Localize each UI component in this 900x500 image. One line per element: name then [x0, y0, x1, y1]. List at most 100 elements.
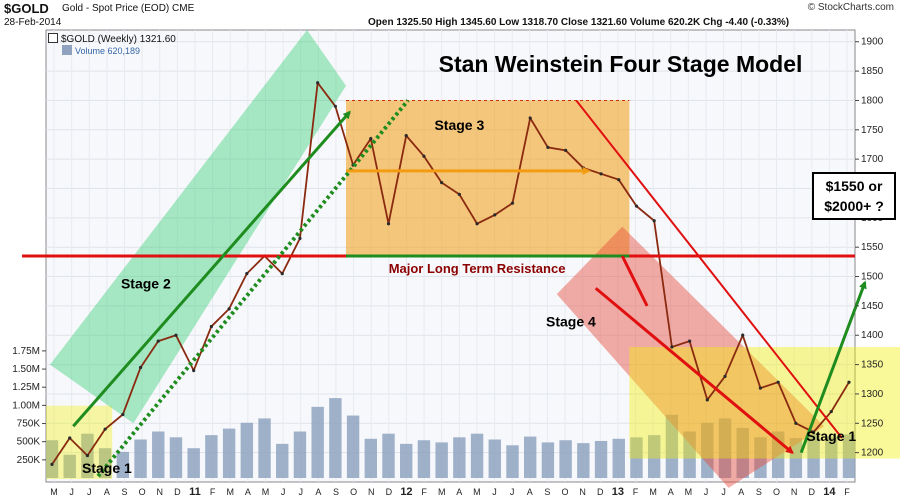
- price-point-40: [758, 386, 763, 390]
- vol-tick-label-5: 1.50M: [12, 364, 40, 375]
- volume-bar-31: [594, 440, 608, 478]
- volume-bar-25: [488, 439, 501, 478]
- price-point-6: [156, 339, 160, 343]
- volume-bar-35: [665, 414, 679, 478]
- x-tick-label-7: D: [174, 487, 181, 497]
- price-point-33: [634, 204, 639, 208]
- y-tick-label-1: 1250: [861, 418, 884, 429]
- x-tick-label-20: 12: [400, 486, 412, 498]
- x-tick-label-29: O: [562, 487, 569, 497]
- x-tick-label-23: A: [456, 487, 462, 497]
- x-tick-label-40: S: [756, 487, 762, 497]
- price-point-25: [493, 213, 497, 217]
- x-tick-label-5: O: [139, 487, 146, 497]
- volume-bar-22: [435, 442, 448, 478]
- price-point-24: [475, 222, 479, 226]
- y-tick-label-10: 1700: [861, 154, 884, 165]
- price-point-21: [422, 154, 426, 158]
- x-tick-label-21: F: [421, 487, 427, 497]
- legend-volume: Volume 620,189: [62, 45, 140, 56]
- volume-bar-32: [612, 438, 625, 478]
- price-point-11: [245, 272, 249, 276]
- x-tick-label-11: A: [245, 487, 251, 497]
- chart-title: Stan Weinstein Four Stage Model: [439, 51, 803, 77]
- stage4-trendline: [575, 99, 843, 439]
- volume-bar-20: [400, 443, 413, 478]
- x-tick-label-33: F: [633, 487, 639, 497]
- x-tick-label-4: S: [121, 487, 127, 497]
- x-tick-label-18: N: [368, 487, 375, 497]
- resistance-label: Major Long Term Resistance: [389, 261, 566, 276]
- stage-label-3: Stage 3: [434, 117, 484, 133]
- volume-bar-0: [45, 440, 59, 478]
- volume-bar-8: [187, 448, 200, 478]
- volume-bar-43: [807, 433, 820, 478]
- legend-volume-label: Volume 620,189: [75, 46, 141, 56]
- breakout-arrow: [799, 280, 867, 454]
- x-tick-label-8: 11: [189, 486, 201, 498]
- x-tick-label-12: M: [262, 487, 270, 497]
- volume-bar-4: [116, 451, 130, 478]
- x-tick-label-45: F: [844, 487, 850, 497]
- stage-label-1: Stage 1: [82, 460, 132, 476]
- x-tick-label-44: 14: [823, 486, 836, 498]
- volume-bar-28: [541, 442, 555, 478]
- price-point-5: [138, 365, 143, 370]
- stage2-zone: [50, 30, 347, 424]
- y-tick-label-12: 1800: [861, 95, 884, 106]
- stage4-arrow: [594, 287, 794, 454]
- x-tick-label-14: J: [298, 487, 303, 497]
- volume-bar-37: [701, 422, 714, 478]
- x-tick-label-9: F: [210, 487, 216, 497]
- price-point-1: [68, 436, 72, 440]
- volume-bar-36: [683, 431, 696, 478]
- volume-bar-26: [506, 445, 519, 478]
- y-tick-label-7: 1550: [861, 242, 884, 253]
- stage-label-4: Stage 4: [546, 313, 596, 329]
- price-point-20: [404, 134, 408, 138]
- price-point-22: [440, 181, 444, 185]
- stage3-zone: [346, 100, 630, 256]
- price-point-4: [121, 412, 125, 417]
- price-point-13: [280, 272, 284, 276]
- vol-tick-label-2: 750K: [17, 419, 41, 430]
- x-tick-label-24: M: [473, 487, 481, 497]
- volume-bar-16: [329, 398, 342, 478]
- volume-bar-27: [524, 436, 537, 478]
- volume-bar-30: [577, 443, 590, 478]
- volume-bar-21: [417, 440, 431, 478]
- price-point-41: [776, 380, 780, 384]
- vol-tick-label-0: 250K: [17, 455, 41, 466]
- volume-bar-34: [647, 435, 661, 478]
- price-point-35: [670, 345, 674, 349]
- y-tick-label-11: 1750: [861, 125, 884, 136]
- volume-bar-1: [63, 454, 76, 478]
- price-point-39: [741, 333, 745, 337]
- volume-bar-24: [470, 433, 484, 478]
- y-tick-label-5: 1450: [861, 301, 884, 312]
- x-tick-label-34: M: [649, 487, 657, 497]
- price-point-27: [528, 116, 532, 120]
- legend-price-label: $GOLD (Weekly) 1321.60: [61, 34, 176, 45]
- y-tick-label-4: 1400: [861, 330, 884, 341]
- volume-bar-13: [276, 443, 289, 478]
- x-tick-label-27: A: [527, 487, 533, 497]
- y-tick-label-2: 1300: [861, 389, 884, 400]
- x-tick-label-10: M: [226, 487, 234, 497]
- volume-bar-17: [346, 415, 360, 478]
- volume-bar-14: [293, 431, 307, 478]
- x-tick-label-16: S: [333, 487, 339, 497]
- volume-bar-15: [311, 406, 324, 478]
- x-tick-label-39: A: [738, 487, 744, 497]
- price-point-9: [209, 324, 213, 329]
- y-tick-label-6: 1500: [861, 272, 884, 283]
- x-tick-label-6: N: [156, 487, 163, 497]
- vol-tick-label-1: 500K: [17, 437, 41, 448]
- price-point-0: [50, 462, 54, 466]
- x-tick-label-38: J: [721, 487, 726, 497]
- forecast-box: [812, 172, 896, 220]
- stage2-arrow: [72, 110, 351, 428]
- price-point-37: [705, 398, 709, 402]
- x-tick-label-26: J: [510, 487, 515, 497]
